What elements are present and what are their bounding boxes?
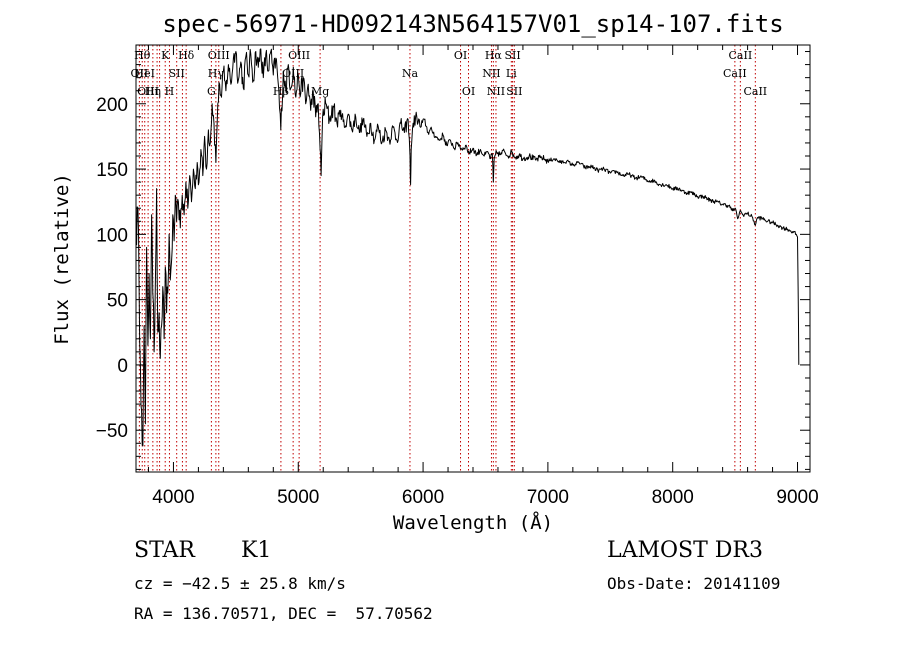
spectral-line-label: OIII [137, 85, 159, 98]
chart-title: spec-56971-HD092143N564157V01_sp14-107.f… [162, 10, 783, 38]
x-axis-ticks: 4000 5000 6000 7000 8000 9000 [147, 45, 819, 508]
flux-series [135, 48, 800, 447]
x-tick-label: 6000 [402, 487, 444, 508]
spectral-line-label: Hδ [178, 49, 195, 62]
spectral-line-label: SII [506, 85, 522, 98]
object-subclass: K1 [241, 538, 272, 563]
spectral-line-label: H [165, 85, 175, 98]
spectral-line-label: Hα [485, 49, 503, 62]
spectral-line-label: Hη [145, 85, 161, 98]
coordinates-text: RA = 136.70571, DEC = 57.70562 [134, 604, 433, 623]
x-tick-label: 8000 [652, 487, 694, 508]
x-tick-label: 5000 [277, 487, 319, 508]
y-tick-label: 150 [96, 160, 128, 181]
spectral-line-markers [138, 45, 756, 472]
spectral-line-label: CaII [743, 85, 767, 98]
y-axis-ticks: −50 0 50 100 150 200 [96, 51, 810, 470]
spectral-line-label: OIII [288, 49, 310, 62]
y-tick-label: 0 [117, 356, 128, 377]
x-tick-label: 7000 [527, 487, 569, 508]
spectral-line-label: Mg [311, 85, 329, 98]
spectral-line-label: Hθ [134, 49, 151, 62]
observation-date: Obs-Date: 20141109 [607, 574, 781, 593]
x-tick-label: 4000 [152, 487, 194, 508]
spectral-line-label: Li [506, 67, 517, 80]
y-tick-label: −50 [96, 421, 128, 442]
spectral-line-label: OI [454, 49, 467, 62]
spectral-line-label: Na [402, 67, 419, 80]
spectral-line-label: Hγ [208, 67, 225, 80]
spectral-line-label: Hβ [273, 85, 289, 98]
survey-label: LAMOST DR3 [607, 538, 763, 563]
x-axis-label: Wavelength (Å) [393, 511, 553, 534]
redshift-text: cz = −42.5 ± 25.8 km/s [134, 574, 346, 593]
spectral-line-label: NII [482, 67, 500, 80]
spectral-line-label: NII [487, 85, 505, 98]
spectral-line-label: HeI [135, 67, 155, 80]
y-tick-label: 100 [96, 225, 128, 246]
y-axis-label: Flux (relative) [51, 173, 73, 345]
flux-line [135, 48, 800, 447]
y-tick-label: 50 [107, 291, 128, 312]
spectral-line-label: OIII [208, 49, 230, 62]
spectral-line-label: OII [131, 67, 149, 80]
spectral-line-labels: OIIHθHeIOIIIHηKHSIIHδGHγOIIIHβOIIIOIIIMg… [131, 49, 768, 98]
spectral-line-label: OI [462, 85, 475, 98]
spectral-line-label: K [161, 49, 170, 62]
spectral-line-label: G [207, 85, 216, 98]
y-tick-label: 200 [96, 95, 128, 116]
x-tick-label: 9000 [776, 487, 818, 508]
spectrum-chart: spec-56971-HD092143N564157V01_sp14-107.f… [51, 10, 819, 534]
spectral-line-label: CaII [729, 49, 753, 62]
plot-frame [135, 44, 811, 473]
spectral-line-label: SII [504, 49, 520, 62]
spectral-line-label: SII [169, 67, 185, 80]
object-class: STAR [134, 538, 195, 563]
spectral-line-label: CaII [723, 67, 747, 80]
